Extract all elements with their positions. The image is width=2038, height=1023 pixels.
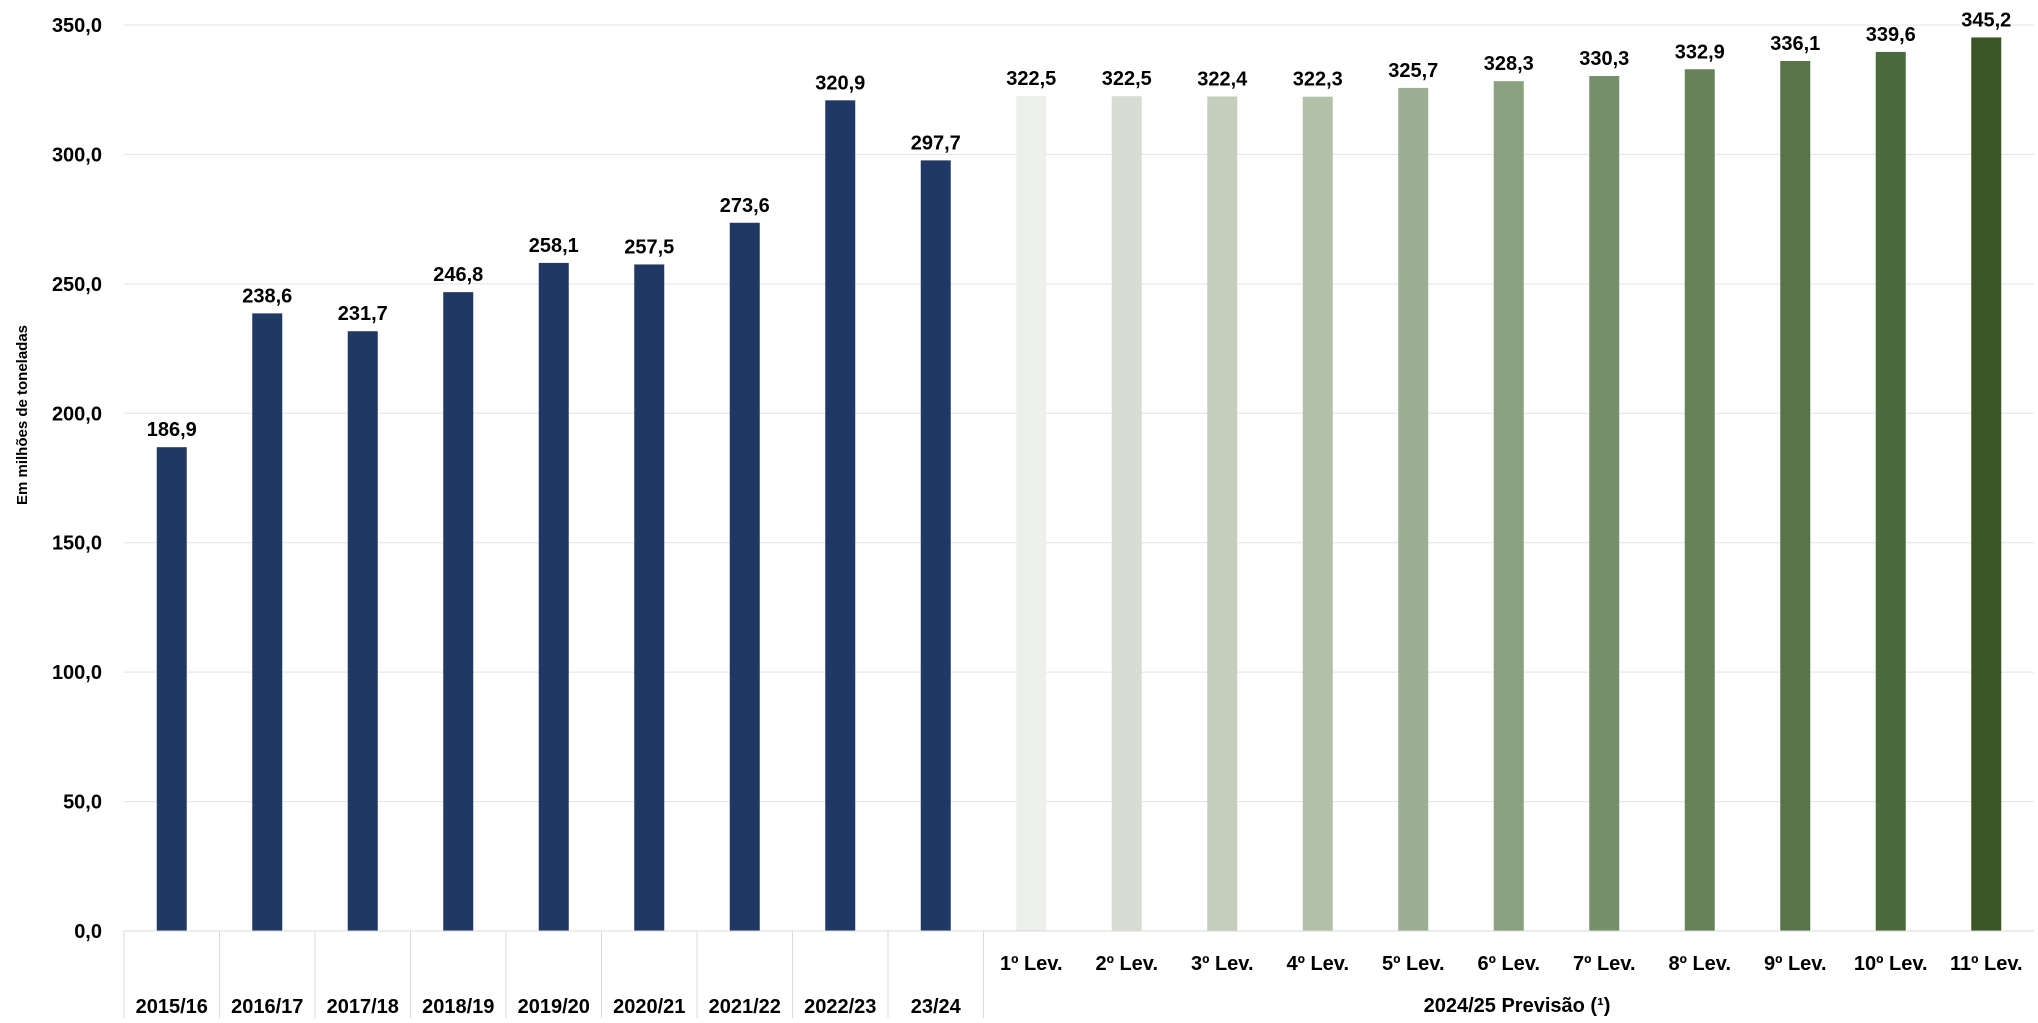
x-tick-label: 7º Lev. — [1573, 953, 1636, 975]
gridlines — [124, 24, 2034, 932]
y-tick-label: 200,0 — [52, 403, 102, 425]
y-tick-label: 250,0 — [52, 274, 102, 296]
x-tick-label: 8º Lev. — [1668, 953, 1731, 975]
bar-2021/22 — [729, 222, 760, 932]
bar-1º Lev. — [1016, 96, 1047, 931]
x-tick-label: 23/24 — [911, 996, 962, 1018]
data-label: 231,7 — [338, 303, 388, 325]
y-tick-label: 350,0 — [52, 15, 102, 37]
data-label: 320,9 — [815, 72, 865, 94]
data-label: 297,7 — [911, 132, 961, 154]
bar-2018/19 — [443, 292, 474, 931]
data-label: 186,9 — [147, 419, 197, 441]
x-tick-label: 3º Lev. — [1191, 953, 1254, 975]
data-label: 322,5 — [1102, 68, 1152, 90]
data-label: 328,3 — [1484, 53, 1534, 75]
x-tick-label: 2020/21 — [613, 996, 685, 1018]
data-label: 257,5 — [624, 236, 674, 258]
bar-7º Lev. — [1589, 75, 1620, 931]
bar-4º Lev. — [1302, 96, 1333, 931]
x-tick-label: 6º Lev. — [1477, 953, 1540, 975]
data-label: 345,2 — [1961, 9, 2011, 31]
x-tick-label: 5º Lev. — [1382, 953, 1445, 975]
bar-8º Lev. — [1684, 69, 1715, 931]
bar-9º Lev. — [1780, 60, 1811, 932]
x-tick-label: 2017/18 — [327, 996, 399, 1018]
bar-2017/18 — [347, 331, 378, 931]
x-tick-label: 11º Lev. — [1950, 953, 2023, 975]
forecast-group-label: 2024/25 Previsão (¹) — [1424, 995, 1611, 1017]
bar-2022/23 — [825, 100, 856, 931]
bar-2º Lev. — [1111, 96, 1142, 931]
y-axis-label: Em milhões de toneladas — [14, 325, 31, 505]
bar-2016/17 — [252, 313, 283, 932]
x-tick-label: 2015/16 — [136, 996, 208, 1018]
x-tick-label: 2021/22 — [709, 996, 781, 1018]
x-tick-label: 2º Lev. — [1095, 953, 1158, 975]
axes: 0,0 50,0 100,0 150,0 200,0 250,0 300,0 350,0 201… — [52, 15, 2034, 1018]
y-tick-label: 0,0 — [74, 921, 102, 943]
data-label: 322,3 — [1293, 69, 1343, 91]
y-tick-label: 150,0 — [52, 533, 102, 555]
data-label: 273,6 — [720, 195, 770, 217]
y-tick-label: 300,0 — [52, 144, 102, 166]
y-tick-label: 50,0 — [63, 792, 102, 814]
bar-6º Lev. — [1493, 81, 1524, 931]
data-label: 339,6 — [1866, 24, 1916, 46]
bar-10º Lev. — [1875, 51, 1906, 931]
bar-2019/20 — [538, 262, 569, 931]
x-tick-label: 10º Lev. — [1854, 953, 1928, 975]
x-tick-label: 2018/19 — [422, 996, 494, 1018]
data-label: 330,3 — [1579, 48, 1629, 70]
x-tick-label: 1º Lev. — [1000, 953, 1063, 975]
data-label: 322,4 — [1197, 68, 1248, 90]
x-tick-label: 9º Lev. — [1764, 953, 1827, 975]
data-label: 325,7 — [1388, 60, 1438, 82]
x-tick-label: 4º Lev. — [1286, 953, 1349, 975]
data-label: 336,1 — [1770, 33, 1820, 55]
data-label: 322,5 — [1006, 68, 1056, 90]
bar-2020/21 — [634, 264, 665, 931]
x-tick-label: 2016/17 — [231, 996, 303, 1018]
data-label: 246,8 — [433, 264, 483, 286]
bar-2015/16 — [156, 447, 187, 931]
y-tick-label: 100,0 — [52, 662, 102, 684]
bar-5º Lev. — [1398, 87, 1429, 931]
bar-3º Lev. — [1207, 96, 1238, 931]
x-tick-label: 2019/20 — [518, 996, 590, 1018]
data-label: 258,1 — [529, 235, 579, 257]
data-label: 332,9 — [1675, 41, 1725, 63]
x-tick-label: 2022/23 — [804, 996, 876, 1018]
data-label: 238,6 — [242, 285, 292, 307]
bar-11º Lev. — [1971, 37, 2002, 931]
bar-23/24 — [920, 160, 951, 932]
bars: 186,9 238,6 231,7 246,8 258,1 257,5 273,6 320,9… — [147, 9, 2011, 932]
